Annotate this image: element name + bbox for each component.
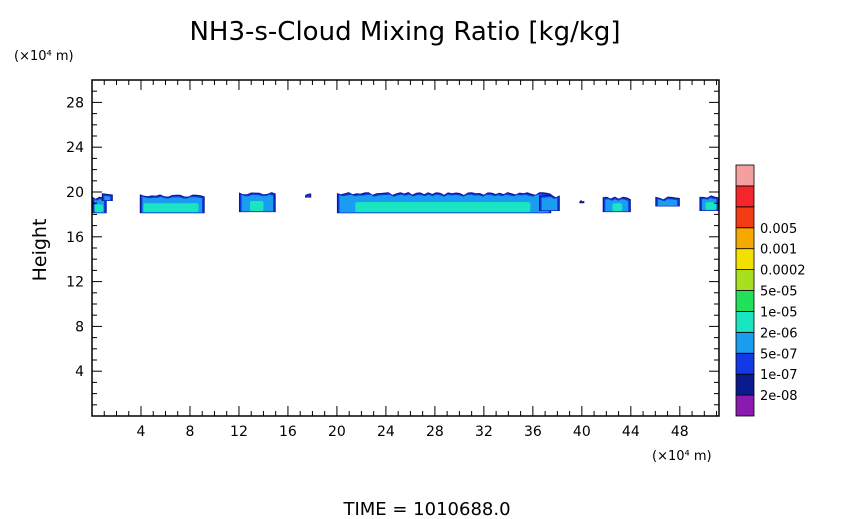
colorbar-label: 5e-05 — [760, 285, 798, 300]
x-axis-unit: (×10⁴ m) — [652, 449, 712, 464]
y-tick-label: 28 — [66, 95, 84, 111]
x-tick-label: 40 — [573, 424, 591, 440]
plot-fill — [92, 192, 719, 214]
cloud-core — [94, 204, 104, 213]
y-tick-label: 12 — [66, 275, 84, 291]
y-tick-label: 24 — [66, 140, 84, 156]
cloud-region — [336, 192, 552, 214]
cloud-core — [355, 202, 531, 213]
colorbar-label: 0.0002 — [760, 264, 806, 279]
cloud-contour-inner — [104, 195, 111, 201]
cloud-region — [305, 193, 312, 198]
colorbar-swatch — [735, 394, 755, 417]
cloud-region — [579, 200, 585, 204]
colorbar-swatch — [735, 227, 755, 250]
y-tick-label: 4 — [75, 364, 84, 380]
cloud-region — [139, 194, 205, 214]
y-axis-unit: (×10⁴ m) — [14, 49, 74, 64]
colorbar-label: 0.001 — [760, 243, 797, 258]
x-tick-label: 16 — [279, 424, 297, 440]
y-tick-label: 8 — [75, 319, 84, 335]
colorbar-swatch — [735, 331, 755, 354]
x-tick-label: 44 — [622, 424, 640, 440]
cloud-contour-mid — [306, 194, 311, 198]
colorbar-swatch — [735, 248, 755, 270]
x-tick-label: 4 — [137, 424, 146, 440]
colorbar-swatch — [735, 290, 755, 312]
cloud-core — [612, 203, 623, 212]
cloud-region — [538, 194, 560, 212]
cloud-core — [143, 203, 199, 213]
cloud-contour-inner — [657, 199, 678, 206]
time-label: TIME = 1010688.0 — [342, 499, 510, 519]
cloud-core — [249, 200, 264, 212]
x-tick-label: 12 — [230, 424, 248, 440]
cloud-region — [699, 195, 719, 212]
colorbar-swatch — [735, 164, 755, 187]
y-tick-label: 20 — [66, 185, 84, 201]
colorbar-swatch — [735, 311, 755, 333]
chart-title: NH3-s-Cloud Mixing Ratio [kg/kg] — [189, 17, 620, 47]
colorbar-label: 0.005 — [760, 222, 797, 237]
cloud-region — [602, 196, 631, 213]
colorbar-swatch — [735, 373, 755, 396]
cloud-contour-inner — [541, 197, 558, 211]
colorbar-swatch — [735, 269, 755, 291]
x-tick-label: 36 — [524, 424, 542, 440]
plot-frame — [91, 79, 720, 417]
x-tick-label: 8 — [186, 424, 195, 440]
colorbar-swatch — [735, 185, 755, 208]
cloud-contour-outer — [579, 200, 585, 204]
colorbar-label: 1e-05 — [760, 305, 798, 320]
colorbar-swatch — [735, 206, 755, 229]
colorbar-label: 2e-06 — [760, 326, 798, 341]
x-tick-label: 28 — [426, 424, 444, 440]
cloud-region — [101, 193, 113, 201]
colorbar-label: 5e-07 — [760, 347, 798, 362]
x-tick-label: 24 — [377, 424, 395, 440]
y-tick-label: 16 — [66, 230, 84, 246]
colorbar-label: 2e-08 — [760, 389, 798, 404]
cloud-region — [238, 192, 276, 213]
colorbar: 2e-08 1e-07 5e-07 2e-06 1e-05 5e-05 0.0002 0.00… — [735, 164, 806, 417]
x-tick-label: 32 — [475, 424, 493, 440]
x-tick-label: 20 — [328, 424, 346, 440]
y-axis-label: Height — [29, 219, 51, 282]
colorbar-swatch — [735, 352, 755, 375]
x-tick-label: 48 — [671, 424, 689, 440]
colorbar-label: 1e-07 — [760, 368, 798, 383]
cloud-core — [705, 202, 717, 210]
cloud-region — [655, 196, 680, 207]
